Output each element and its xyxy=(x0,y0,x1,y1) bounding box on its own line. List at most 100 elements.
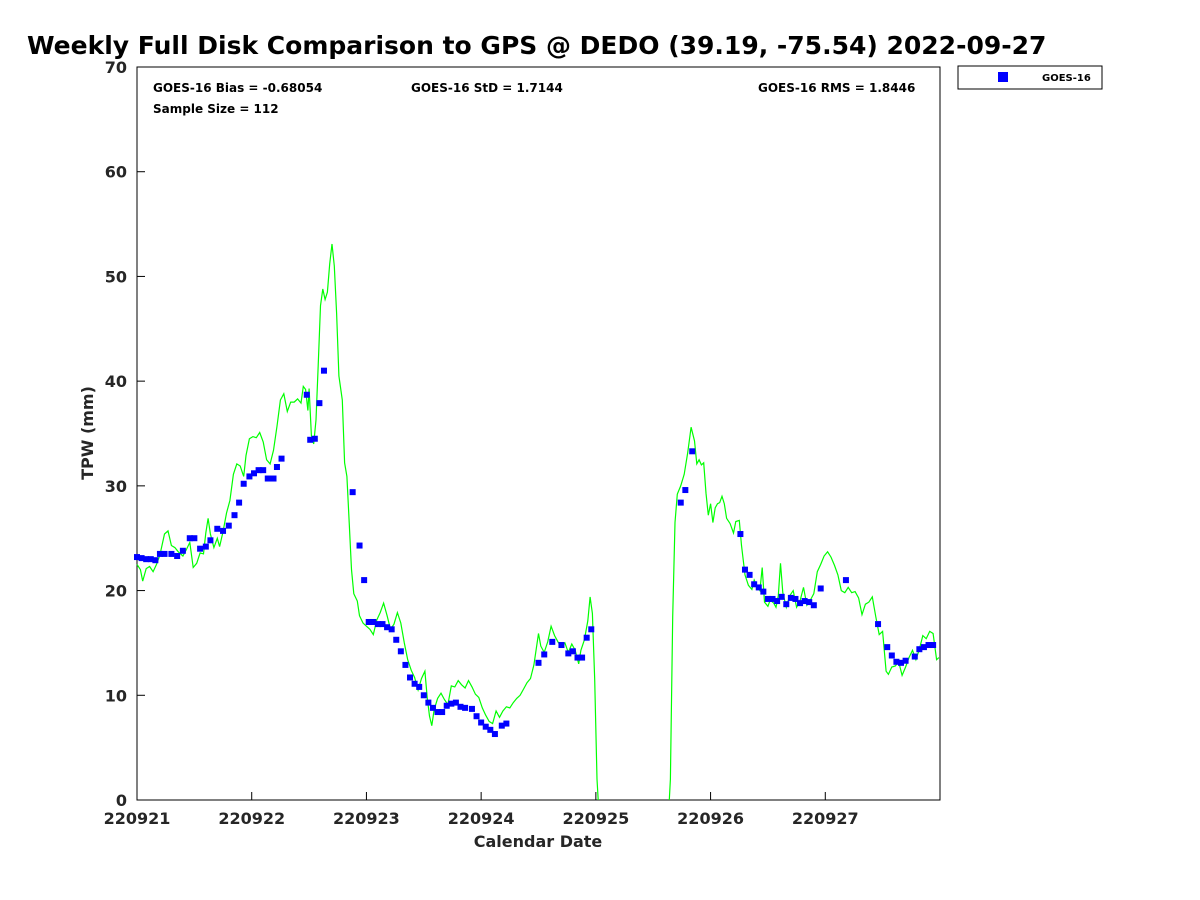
goes16-data-point xyxy=(370,618,377,625)
goes16-data-point xyxy=(365,618,372,625)
goes16-data-point xyxy=(384,624,391,631)
legend-label-goes16: GOES-16 xyxy=(1042,73,1091,84)
goes16-data-point xyxy=(388,626,395,633)
x-tick-label: 220927 xyxy=(792,809,859,828)
goes16-data-point xyxy=(746,571,753,578)
goes16-data-point xyxy=(168,550,175,557)
goes16-data-point xyxy=(278,455,285,462)
goes16-data-point xyxy=(565,650,572,657)
goes16-data-point xyxy=(792,595,799,602)
series-layer xyxy=(134,243,940,801)
goes16-data-point xyxy=(689,448,696,455)
goes16-data-point xyxy=(468,705,475,712)
y-tick-label: 70 xyxy=(105,58,127,77)
goes16-data-point xyxy=(535,659,542,666)
y-tick-label: 10 xyxy=(105,686,127,705)
x-tick-label: 220922 xyxy=(218,809,285,828)
goes16-data-point xyxy=(682,487,689,494)
goes16-data-point xyxy=(491,731,498,738)
goes16-data-point xyxy=(888,652,895,659)
y-tick-label: 0 xyxy=(116,791,127,810)
goes16-data-point xyxy=(911,653,918,660)
goes16-data-point xyxy=(751,581,758,588)
goes16-data-point xyxy=(270,475,277,482)
legend: GOES-16 xyxy=(957,65,1103,90)
goes16-data-point xyxy=(207,537,214,544)
goes16-data-point xyxy=(138,555,145,562)
goes16-data-point xyxy=(741,566,748,573)
goes16-data-point xyxy=(482,723,489,730)
goes16-data-point xyxy=(817,585,824,592)
goes16-data-point xyxy=(448,700,455,707)
goes16-data-point xyxy=(147,556,154,563)
plot-area xyxy=(136,66,941,801)
goes16-data-point xyxy=(425,699,432,706)
x-tick-label: 220923 xyxy=(333,809,400,828)
goes16-data-point xyxy=(220,527,227,534)
goes16-data-point xyxy=(583,634,590,641)
goes16-data-point xyxy=(797,600,804,607)
goes16-data-point xyxy=(197,545,204,552)
goes16-data-point xyxy=(264,475,271,482)
goes16-data-point xyxy=(236,499,243,506)
goes16-data-point xyxy=(307,436,314,443)
goes16-data-point xyxy=(174,553,181,560)
goes16-data-point xyxy=(361,577,368,584)
gps-tpw-line xyxy=(136,243,599,801)
goes16-data-point xyxy=(755,584,762,591)
goes16-data-point xyxy=(152,557,159,564)
goes16-data-point xyxy=(764,595,771,602)
goes16-data-point xyxy=(778,593,785,600)
goes16-data-point xyxy=(897,659,904,666)
goes16-data-point xyxy=(397,648,404,655)
x-tick-label: 220926 xyxy=(677,809,744,828)
goes16-data-point xyxy=(356,542,363,549)
y-axis-label: TPW (mm) xyxy=(78,386,97,480)
goes16-data-point xyxy=(462,704,469,711)
goes16-data-point xyxy=(420,692,427,699)
goes16-data-point xyxy=(273,464,280,471)
y-tick-label: 40 xyxy=(105,372,127,391)
goes16-data-point xyxy=(303,391,310,398)
goes16-data-point xyxy=(379,621,386,628)
goes16-data-point xyxy=(760,588,767,595)
goes16-data-point xyxy=(202,543,209,550)
goes16-data-point xyxy=(134,554,140,561)
goes16-data-point xyxy=(191,535,198,542)
goes16-data-point xyxy=(478,719,485,726)
goes16-data-point xyxy=(473,713,480,720)
goes16-data-point xyxy=(246,473,253,480)
goes16-data-point xyxy=(161,550,168,557)
goes16-data-point xyxy=(769,595,776,602)
goes16-data-point xyxy=(393,636,400,643)
goes16-data-point xyxy=(574,654,581,661)
goes16-data-point xyxy=(411,680,418,687)
goes16-data-point xyxy=(920,644,927,651)
goes16-data-point xyxy=(801,598,808,605)
y-tick-label: 50 xyxy=(105,267,127,286)
legend-marker-goes16 xyxy=(998,72,1008,82)
chart-title: Weekly Full Disk Comparison to GPS @ DED… xyxy=(27,31,1046,60)
goes16-data-point xyxy=(503,720,510,727)
goes16-data-point xyxy=(225,522,232,529)
goes16-data-point xyxy=(541,651,548,658)
goes16-data-point xyxy=(443,702,450,709)
goes16-data-point xyxy=(374,621,381,628)
rms-stat: GOES-16 RMS = 1.8446 xyxy=(758,81,915,95)
goes16-data-point xyxy=(231,512,238,519)
goes16-data-point xyxy=(434,709,441,716)
x-axis-label: Calendar Date xyxy=(474,832,603,851)
goes16-data-point xyxy=(902,657,909,664)
goes16-data-point xyxy=(320,367,327,374)
goes16-data-point xyxy=(810,602,817,609)
x-tick-label: 220924 xyxy=(448,809,515,828)
goes16-data-point xyxy=(439,709,446,716)
goes16-data-point xyxy=(156,550,163,557)
goes16-data-point xyxy=(457,703,464,710)
goes16-data-point xyxy=(498,722,505,729)
std-stat: GOES-16 StD = 1.7144 xyxy=(411,81,563,95)
goes16-data-point xyxy=(260,467,267,474)
goes16-data-point xyxy=(558,642,565,649)
goes16-data-point xyxy=(737,531,744,538)
